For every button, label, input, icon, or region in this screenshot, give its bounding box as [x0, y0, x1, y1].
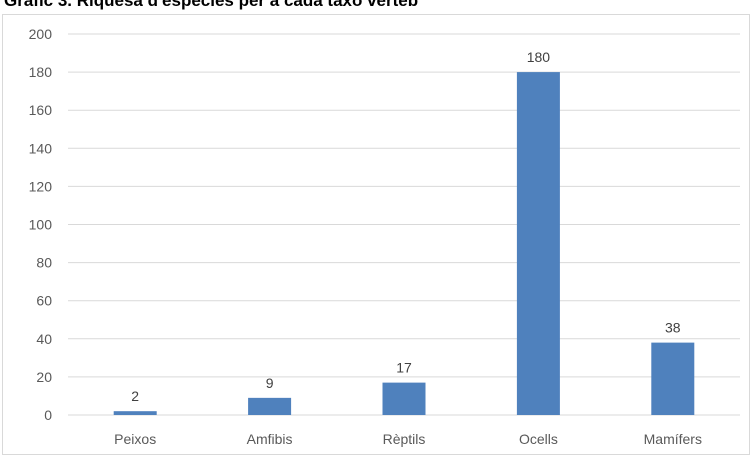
y-tick-label: 60: [36, 293, 52, 309]
y-tick-label: 80: [36, 255, 52, 271]
y-tick-label: 160: [29, 102, 53, 118]
data-label: 180: [527, 49, 551, 65]
data-label: 2: [131, 388, 139, 404]
bar: [651, 342, 695, 415]
y-tick-label: 180: [29, 64, 53, 80]
bar: [113, 411, 157, 415]
y-tick-label: 120: [29, 178, 53, 194]
y-tick-label: 140: [29, 140, 53, 156]
bar: [248, 397, 292, 415]
data-label: 9: [266, 375, 274, 391]
x-tick-label: Amfibis: [247, 431, 293, 447]
bar: [516, 72, 560, 415]
x-tick-label: Ocells: [519, 431, 558, 447]
y-tick-label: 20: [36, 369, 52, 385]
chart-frame: [2, 14, 750, 455]
y-tick-label: 100: [29, 217, 53, 233]
data-label: 17: [396, 360, 412, 376]
x-tick-label: Mamífers: [644, 431, 702, 447]
y-tick-label: 40: [36, 331, 52, 347]
bar: [382, 382, 426, 415]
y-tick-label: 0: [44, 407, 52, 423]
data-label: 38: [665, 320, 681, 336]
x-tick-label: Peixos: [114, 431, 156, 447]
x-tick-label: Rèptils: [383, 431, 426, 447]
chart-title: Gràfic 3. Riquesa d'espècies per a cada …: [4, 0, 419, 10]
y-tick-label: 200: [29, 26, 53, 42]
